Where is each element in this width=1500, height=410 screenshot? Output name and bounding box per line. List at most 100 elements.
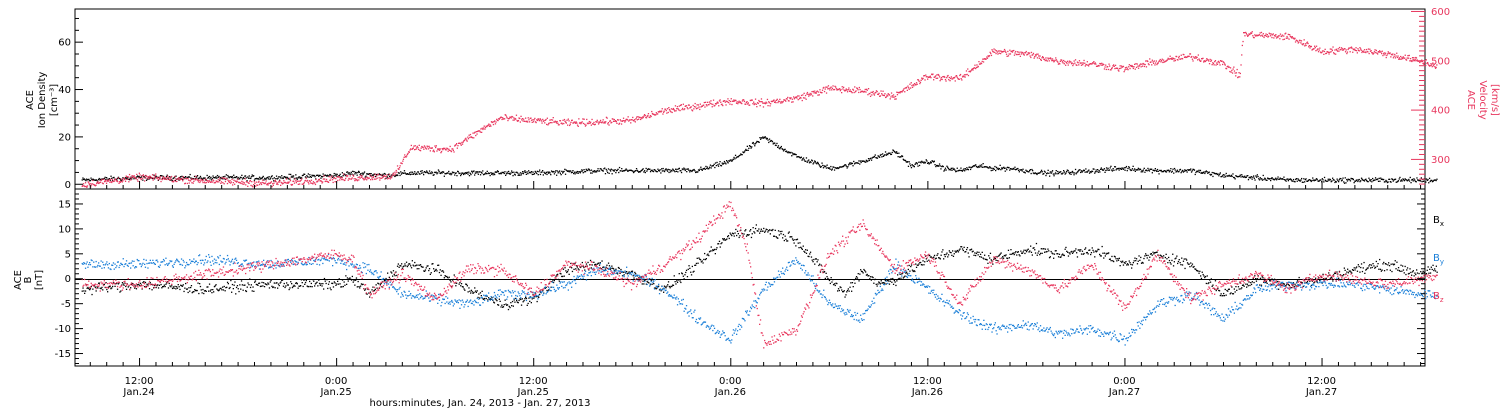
velocity-series-point	[136, 179, 139, 181]
ion-density-series-point	[356, 174, 358, 176]
velocity-series-point	[992, 50, 994, 52]
velocity-series-point	[494, 123, 497, 125]
ion-density-series-point	[821, 162, 823, 164]
bx-series-point	[490, 298, 492, 300]
ion-density-series-point	[1335, 181, 1337, 183]
ion-density-series-point	[1076, 171, 1078, 174]
ion-density-series-point	[523, 171, 525, 173]
velocity-series-point	[903, 88, 905, 90]
velocity-series-point	[661, 110, 663, 112]
velocity-series-point	[618, 122, 621, 124]
ion-density-series-point	[1340, 180, 1343, 182]
bx-series-point	[929, 254, 931, 257]
bx-series-point	[246, 286, 248, 288]
velocity-series-point	[511, 115, 513, 118]
velocity-series-point	[843, 89, 845, 91]
ion-density-series-point	[1371, 181, 1373, 183]
ion-density-series-point	[404, 172, 406, 174]
velocity-series-point	[1078, 60, 1081, 62]
ion-density-series-point	[1171, 170, 1173, 172]
bx-series-point	[538, 296, 540, 298]
ion-density-series-point	[209, 178, 211, 180]
ion-density-series-point	[230, 176, 232, 178]
ion-density-series-point	[539, 173, 542, 176]
velocity-series-point	[1003, 50, 1005, 53]
velocity-series-point	[1124, 67, 1127, 69]
bx-series-point	[870, 279, 872, 281]
velocity-series-point	[190, 180, 192, 182]
bx-series-point	[422, 266, 424, 268]
velocity-series-point	[784, 99, 786, 101]
ion-density-series-point	[1207, 171, 1210, 174]
bx-series-point	[428, 268, 431, 270]
velocity-series-point	[287, 182, 290, 184]
velocity-series-point	[132, 176, 134, 178]
velocity-series-point	[743, 100, 746, 103]
velocity-series-point	[469, 133, 472, 136]
ion-density-series-point	[728, 160, 730, 162]
bx-series-point	[634, 271, 636, 274]
ion-density-series-point	[182, 179, 184, 181]
bx-series-point	[315, 282, 317, 284]
velocity-series-point	[1310, 45, 1312, 47]
velocity-series-point	[615, 121, 617, 123]
bx-series-point	[915, 266, 918, 268]
bx-series-point	[603, 266, 605, 268]
velocity-series-point	[193, 178, 196, 180]
ion-density-series-point	[321, 176, 324, 178]
velocity-series-point	[1218, 60, 1220, 62]
ion-density-series-point	[110, 175, 112, 177]
velocity-series-point	[1252, 35, 1254, 37]
velocity-series-point	[619, 119, 621, 121]
velocity-series-point	[1015, 53, 1017, 56]
bx-series-point	[425, 267, 427, 269]
velocity-series-point	[365, 177, 367, 179]
velocity-series-point	[776, 98, 778, 100]
ion-density-series-point	[1363, 180, 1366, 182]
velocity-series-point	[756, 102, 759, 104]
ion-density-series-point	[428, 170, 431, 172]
ion-density-series-point	[865, 159, 867, 161]
bx-series-point	[488, 297, 490, 299]
velocity-series-point	[726, 100, 728, 102]
velocity-series-point	[833, 88, 836, 91]
velocity-series-point	[1338, 46, 1341, 49]
velocity-series-point	[184, 182, 186, 184]
ion-density-series-point	[1411, 179, 1413, 181]
ion-density-series-point	[1328, 179, 1330, 182]
bx-series-point	[827, 277, 829, 280]
ion-density-series-point	[906, 161, 908, 163]
bx-series-point	[223, 285, 225, 288]
velocity-series-point	[401, 162, 403, 165]
velocity-series-point	[634, 121, 636, 123]
velocity-series-point	[428, 145, 430, 147]
velocity-series-point	[750, 99, 752, 102]
ion-density-series-point	[853, 160, 855, 163]
velocity-series-point	[320, 180, 322, 182]
velocity-series-point	[312, 181, 315, 183]
ion-density-series-point	[789, 152, 791, 154]
velocity-series-point	[1352, 48, 1354, 51]
ion-density-series-point	[1176, 170, 1178, 172]
bx-series-point	[528, 297, 530, 299]
ion-density-series-point	[198, 177, 200, 179]
ion-density-series-point	[953, 168, 955, 170]
bx-series-point	[924, 255, 927, 257]
ion-density-series-point	[904, 160, 907, 162]
ion-density-series-point	[224, 175, 226, 178]
ion-density-series-point	[1259, 177, 1261, 179]
velocity-series-point	[356, 178, 358, 181]
ion-density-series-point	[1389, 181, 1391, 183]
velocity-series-point	[1168, 58, 1170, 60]
ion-density-series-point	[870, 159, 873, 161]
velocity-series-point	[100, 181, 102, 183]
velocity-series-point	[307, 181, 309, 183]
ion-density-series-point	[253, 179, 256, 181]
velocity-series-point	[1283, 38, 1286, 40]
bx-series-point	[433, 268, 435, 270]
bx-series-point	[483, 297, 486, 300]
bx-series-point	[938, 257, 941, 259]
ion-density-series-point	[1273, 179, 1275, 181]
velocity-series-point	[477, 130, 479, 133]
